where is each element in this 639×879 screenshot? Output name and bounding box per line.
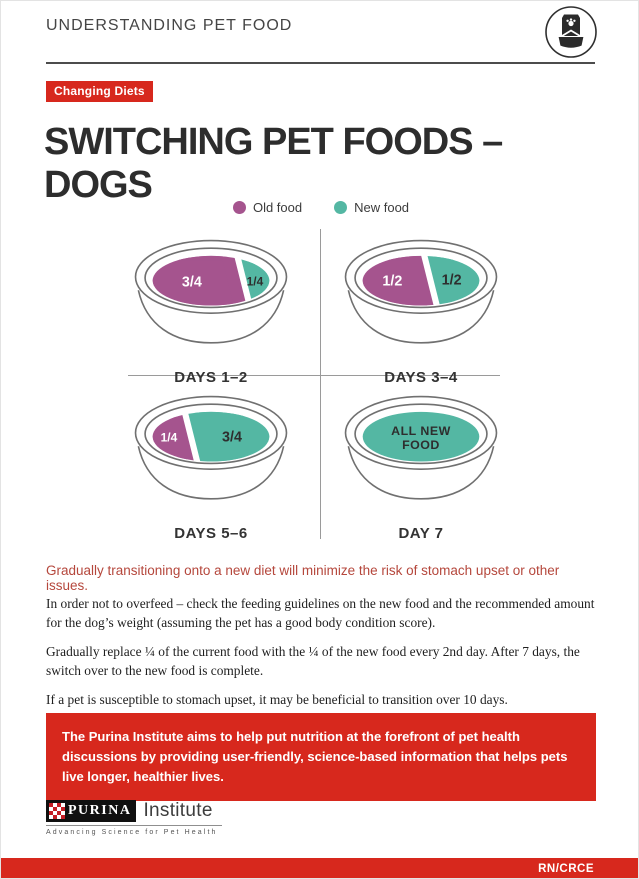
footer-bar: RN/CRCE <box>1 858 638 878</box>
bowl-days-5-6: 1/4 3/4 DAYS 5–6 <box>116 387 306 542</box>
body-paragraph: Gradually replace ¼ of the current food … <box>46 643 580 679</box>
new-food-fraction: 3/4 <box>222 429 242 445</box>
old-food-fraction: 1/2 <box>382 273 402 289</box>
purina-checkerboard-icon <box>49 803 65 819</box>
new-food-fraction: 1/4 <box>247 274 264 288</box>
transition-diagram: 3/4 1/4 DAYS 1–2 1/2 1/2 DAYS 3–4 <box>46 227 596 543</box>
bowl-illustration: 3/4 1/4 <box>134 239 288 344</box>
bowl-illustration: 1/2 1/2 <box>344 239 498 344</box>
brand-name: PURINA <box>68 803 132 818</box>
legend-item-old-food: Old food <box>232 200 303 215</box>
bowl-label: DAYS 1–2 <box>174 368 248 386</box>
category-badge: Changing Diets <box>46 81 153 102</box>
legend-label: Old food <box>252 200 303 215</box>
purina-institute-logo: PURINA Institute Advancing Science for P… <box>46 800 222 836</box>
bowl-label: DAYS 5–6 <box>174 524 248 542</box>
vertical-divider <box>320 229 321 539</box>
old-food-swatch-icon <box>232 201 246 214</box>
pet-food-bag-bowl-icon <box>544 5 598 64</box>
header-title: UNDERSTANDING PET FOOD <box>46 17 293 34</box>
body-paragraph: In order not to overfeed – check the fee… <box>46 596 595 631</box>
bowl-label: DAYS 3–4 <box>384 368 458 386</box>
page-title: SWITCHING PET FOODS – DOGS <box>44 121 503 206</box>
bowl-illustration: ALL NEW FOOD <box>344 395 498 500</box>
lead-text: Gradually transitioning onto a new diet … <box>46 563 560 593</box>
legend-label: New food <box>354 200 410 215</box>
institute-label: Institute <box>143 800 213 821</box>
old-food-fraction: 1/4 <box>161 430 178 444</box>
bowl-illustration: 1/4 3/4 <box>134 395 288 500</box>
bowl-day-7: ALL NEW FOOD DAY 7 <box>326 387 516 542</box>
bowl-label: DAY 7 <box>398 524 444 542</box>
legend-item-new-food: New food <box>334 200 409 215</box>
horizontal-divider <box>128 375 500 376</box>
legend: Old food New food <box>46 200 596 215</box>
all-new-food-label-line2: FOOD <box>402 438 440 452</box>
logo-divider <box>46 825 222 826</box>
bowl-days-3-4: 1/2 1/2 DAYS 3–4 <box>326 231 516 386</box>
old-food-fraction: 3/4 <box>182 274 202 290</box>
purina-wordmark: PURINA <box>46 800 137 822</box>
all-new-food-label-line1: ALL NEW <box>391 424 451 438</box>
bowl-days-1-2: 3/4 1/4 DAYS 1–2 <box>116 231 306 386</box>
logo-tagline: Advancing Science for Pet Health <box>46 829 218 836</box>
callout-box: The Purina Institute aims to help put nu… <box>46 713 596 802</box>
body-paragraph: If a pet is susceptible to stomach upset… <box>46 691 508 707</box>
new-food-fraction: 1/2 <box>442 273 462 289</box>
body-copy: In order not to overfeed – check the fee… <box>46 594 596 718</box>
doc-code: RN/CRCE <box>538 863 594 875</box>
header-divider <box>46 62 595 64</box>
new-food-swatch-icon <box>334 201 348 214</box>
